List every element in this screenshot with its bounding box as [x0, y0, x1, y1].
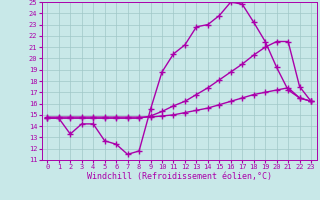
X-axis label: Windchill (Refroidissement éolien,°C): Windchill (Refroidissement éolien,°C): [87, 172, 272, 181]
